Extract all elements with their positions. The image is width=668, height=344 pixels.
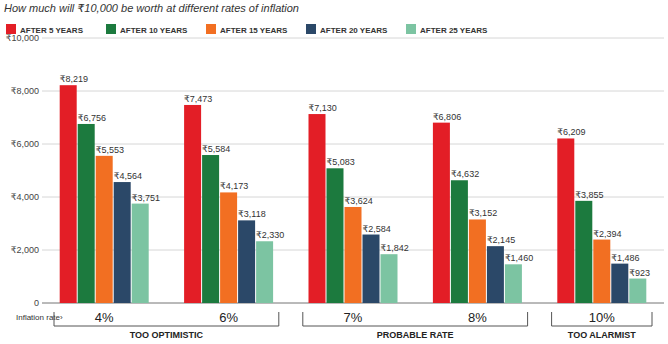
legend-label: AFTER 25 YEARS — [420, 26, 488, 35]
x-tick-label: 6% — [219, 310, 238, 325]
x-tick-label: 7% — [344, 310, 363, 325]
legend-label: AFTER 15 YEARS — [220, 26, 288, 35]
data-label: ₹1,842 — [381, 243, 409, 253]
bar — [114, 182, 131, 303]
data-label: ₹2,330 — [256, 230, 284, 240]
bar — [184, 105, 201, 303]
bar — [256, 241, 273, 303]
legend-swatch — [406, 24, 416, 34]
data-label: ₹3,152 — [469, 208, 497, 218]
bar — [593, 240, 610, 303]
bars — [60, 85, 647, 303]
data-label: ₹3,118 — [238, 209, 266, 219]
bar — [381, 254, 398, 303]
bar — [238, 220, 255, 303]
annotation: TOO ALARMIST — [568, 330, 636, 340]
data-labels: ₹8,219 ₹7,473 ₹7,130 ₹6,806 ₹6,209 ₹6,756 ₹5,5… — [60, 74, 650, 277]
bar — [487, 246, 504, 303]
data-label: ₹5,584 — [202, 144, 230, 154]
annotation: TOO OPTIMISTIC — [130, 330, 204, 340]
data-label: ₹4,564 — [114, 171, 142, 181]
bar — [433, 123, 450, 303]
bar — [345, 207, 362, 303]
bar — [505, 264, 522, 303]
y-tick-label: ₹4,000 — [11, 192, 39, 202]
legend-swatch — [106, 24, 116, 34]
data-label: ₹3,624 — [345, 196, 373, 206]
grid — [42, 38, 664, 303]
data-label: ₹1,486 — [611, 253, 639, 263]
data-label: ₹4,632 — [451, 169, 479, 179]
bar — [557, 138, 574, 303]
grid-line — [42, 91, 664, 92]
legend-label: AFTER 10 YEARS — [120, 26, 188, 35]
bar — [78, 124, 95, 303]
legend-swatch — [306, 24, 316, 34]
title: How much will ₹10,000 be worth at differ… — [4, 2, 299, 14]
bar — [629, 279, 646, 303]
data-label: ₹6,806 — [433, 112, 461, 122]
data-label: ₹923 — [629, 268, 650, 278]
data-label: ₹7,130 — [309, 103, 337, 113]
y-tick-label: ₹6,000 — [11, 139, 39, 149]
data-label: ₹2,584 — [363, 224, 391, 234]
data-label: ₹3,751 — [132, 193, 160, 203]
y-tick-label: ₹10,000 — [6, 33, 39, 43]
data-label: ₹2,145 — [487, 235, 515, 245]
bar — [611, 264, 628, 303]
bar — [220, 192, 237, 303]
chart: How much will ₹10,000 be worth at differ… — [0, 0, 668, 344]
legend-label: AFTER 20 YEARS — [320, 26, 388, 35]
annotation: PROBABLE RATE — [377, 330, 454, 340]
data-label: ₹4,173 — [220, 181, 248, 191]
data-label: ₹6,209 — [557, 127, 585, 137]
bar — [309, 114, 326, 303]
bar — [469, 219, 486, 303]
bar — [60, 85, 77, 303]
bar — [327, 168, 344, 303]
data-label: ₹5,553 — [96, 145, 124, 155]
grid-line — [42, 38, 664, 39]
bar — [363, 235, 380, 303]
data-label: ₹3,855 — [575, 190, 603, 200]
bar — [451, 180, 468, 303]
bar — [132, 204, 149, 303]
y-tick-label: ₹2,000 — [11, 245, 39, 255]
x-tick-label: 8% — [468, 310, 487, 325]
bar — [202, 155, 219, 303]
x-label: Inflation rate› — [16, 313, 63, 322]
bracket — [552, 312, 652, 326]
data-label: ₹8,219 — [60, 74, 88, 84]
x-tick-label: 10% — [589, 310, 615, 325]
bracket — [54, 312, 279, 326]
y-tick-label: 0 — [34, 298, 39, 308]
data-label: ₹1,460 — [505, 253, 533, 263]
data-label: ₹6,756 — [78, 113, 106, 123]
bar — [96, 156, 113, 303]
data-label: ₹2,394 — [593, 229, 621, 239]
bracket — [303, 312, 528, 326]
data-label: ₹7,473 — [184, 94, 212, 104]
legend-swatch — [206, 24, 216, 34]
y-tick-label: ₹8,000 — [11, 86, 39, 96]
bar — [575, 201, 592, 303]
x-tick-label: 4% — [95, 310, 114, 325]
data-label: ₹5,083 — [327, 157, 355, 167]
